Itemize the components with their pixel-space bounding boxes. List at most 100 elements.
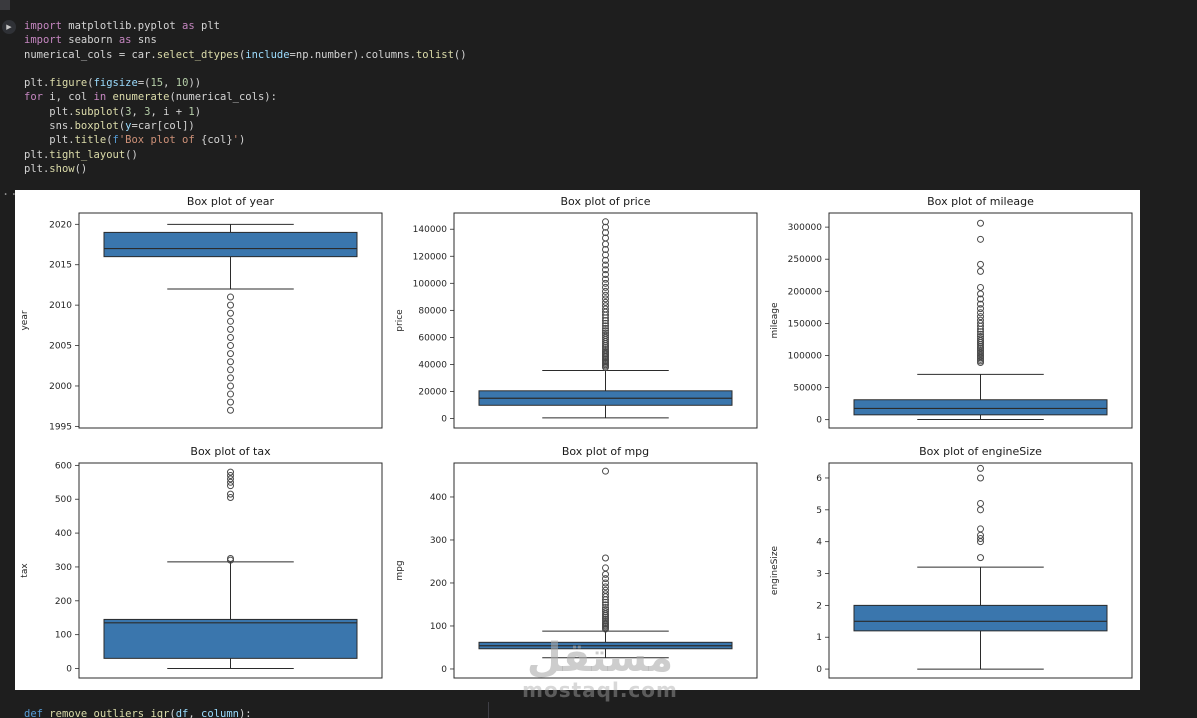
plot-title: Box plot of mileage xyxy=(927,195,1034,208)
outlier-point xyxy=(602,327,609,335)
outlier-point xyxy=(602,554,609,562)
outlier-point xyxy=(977,260,984,268)
outlier-point xyxy=(227,390,234,398)
y-tick-label: 400 xyxy=(55,529,72,539)
y-axis-label: price xyxy=(395,309,405,332)
outlier-point xyxy=(227,325,234,333)
outlier-point xyxy=(602,590,609,598)
outlier-point xyxy=(227,478,234,486)
outlier-point xyxy=(602,261,609,269)
code-line: plt.title(f'Box plot of {col}') xyxy=(24,134,246,147)
y-tick-label: 0 xyxy=(816,665,822,675)
boxplot-svg: Box plot of tax 0 100 200 300 400 500 600 tax xyxy=(20,445,383,679)
plot-title: Box plot of price xyxy=(561,195,651,208)
outlier-point xyxy=(602,333,609,341)
boxplot-year-panel: Box plot of year 1995 2000 2005 2010 2015 2020… xyxy=(15,190,390,440)
outlier-point xyxy=(977,525,984,533)
outlier-point xyxy=(227,482,234,490)
outlier-point xyxy=(977,499,984,507)
outlier-point xyxy=(602,305,609,313)
y-tick-label: 140000 xyxy=(413,225,448,235)
iqr-box xyxy=(103,618,358,659)
run-cell-button[interactable]: ▶ xyxy=(2,20,16,34)
y-tick-label: 2000 xyxy=(49,382,72,392)
code-cell[interactable]: import matplotlib.pyplot as plt import se… xyxy=(24,19,467,176)
outlier-point xyxy=(227,333,234,341)
outlier-point xyxy=(227,382,234,390)
outlier-point xyxy=(977,554,984,562)
y-axis-label: tax xyxy=(20,563,30,578)
outlier-point xyxy=(602,234,609,242)
outlier-point xyxy=(602,319,609,327)
boxplot-mileage-panel: Box plot of mileage 0 50000 100000 150000 200… xyxy=(765,190,1140,440)
y-tick-label: 150000 xyxy=(788,319,823,329)
outlier-point xyxy=(977,335,984,343)
outlier-point xyxy=(227,398,234,406)
outlier-point xyxy=(227,472,234,480)
outlier-point xyxy=(977,295,984,303)
outlier-point xyxy=(977,328,984,336)
outlier-point xyxy=(602,583,609,591)
outlier-point xyxy=(602,246,609,254)
outlier-point xyxy=(602,279,609,287)
outlier-point xyxy=(602,579,609,587)
outlier-point xyxy=(227,309,234,317)
y-tick-label: 2005 xyxy=(49,342,72,352)
outlier-point xyxy=(977,300,984,308)
code-line: plt.show() xyxy=(24,162,88,175)
y-axis-label: engineSize xyxy=(770,545,780,595)
y-tick-label: 6 xyxy=(816,474,822,484)
outlier-point xyxy=(602,295,609,303)
axes-frame xyxy=(78,212,383,429)
outlier-point xyxy=(602,223,609,231)
y-tick-label: 200000 xyxy=(788,287,823,297)
outlier-point xyxy=(602,608,609,616)
plot-title: Box plot of year xyxy=(187,195,275,208)
iqr-box xyxy=(853,399,1108,416)
outlier-point xyxy=(602,256,609,264)
outlier-point xyxy=(977,330,984,338)
outlier-point xyxy=(227,366,234,374)
code-line: for i, col in enumerate(numerical_cols): xyxy=(24,91,277,104)
code-line: plt.tight_layout() xyxy=(24,148,138,161)
code-line: plt.subplot(3, 3, i + 1) xyxy=(24,105,202,118)
outlier-point xyxy=(602,291,609,299)
outlier-point xyxy=(227,494,234,502)
outlier-point xyxy=(602,287,609,295)
iqr-box xyxy=(853,604,1108,632)
y-tick-label: 3 xyxy=(816,570,822,580)
plot-title: Box plot of tax xyxy=(190,445,271,458)
axes-frame xyxy=(78,462,383,679)
next-code-cell[interactable]: def remove_outliers_iqr(df, column): xyxy=(24,707,252,718)
code-line: import seaborn as sns xyxy=(24,34,157,47)
outlier-point xyxy=(977,235,984,243)
y-tick-label: 300 xyxy=(430,536,447,546)
corner-decoration xyxy=(0,0,10,10)
outlier-point xyxy=(227,468,234,476)
boxplot-enginesize-panel: Box plot of engineSize 0 1 2 3 4 5 6 engineSize xyxy=(765,440,1140,690)
boxplot-price-panel: Box plot of price 0 20000 40000 60000 80000 10… xyxy=(390,190,765,440)
outlier-point xyxy=(977,333,984,341)
outlier-point xyxy=(977,309,984,317)
outlier-point xyxy=(602,324,609,332)
y-tick-label: 4 xyxy=(816,538,822,548)
outlier-point xyxy=(227,406,234,414)
plot-title: Box plot of engineSize xyxy=(919,445,1042,458)
y-tick-label: 60000 xyxy=(418,333,447,343)
code-line: numerical_cols = car.select_dtypes(inclu… xyxy=(24,48,467,61)
code-line xyxy=(24,62,467,76)
y-tick-label: 2015 xyxy=(49,261,72,271)
y-tick-label: 300 xyxy=(55,563,72,573)
outlier-point xyxy=(602,275,609,283)
outlier-point xyxy=(602,564,609,572)
outlier-point xyxy=(977,219,984,227)
boxplot-svg: Box plot of year 1995 2000 2005 2010 2015 2020… xyxy=(20,195,383,432)
axes-frame xyxy=(828,212,1133,429)
outlier-point xyxy=(602,467,609,475)
y-tick-label: 2020 xyxy=(49,220,72,230)
y-tick-label: 100 xyxy=(430,622,447,632)
y-tick-label: 200 xyxy=(55,597,72,607)
outlier-point xyxy=(227,490,234,498)
y-tick-label: 250000 xyxy=(788,255,823,265)
